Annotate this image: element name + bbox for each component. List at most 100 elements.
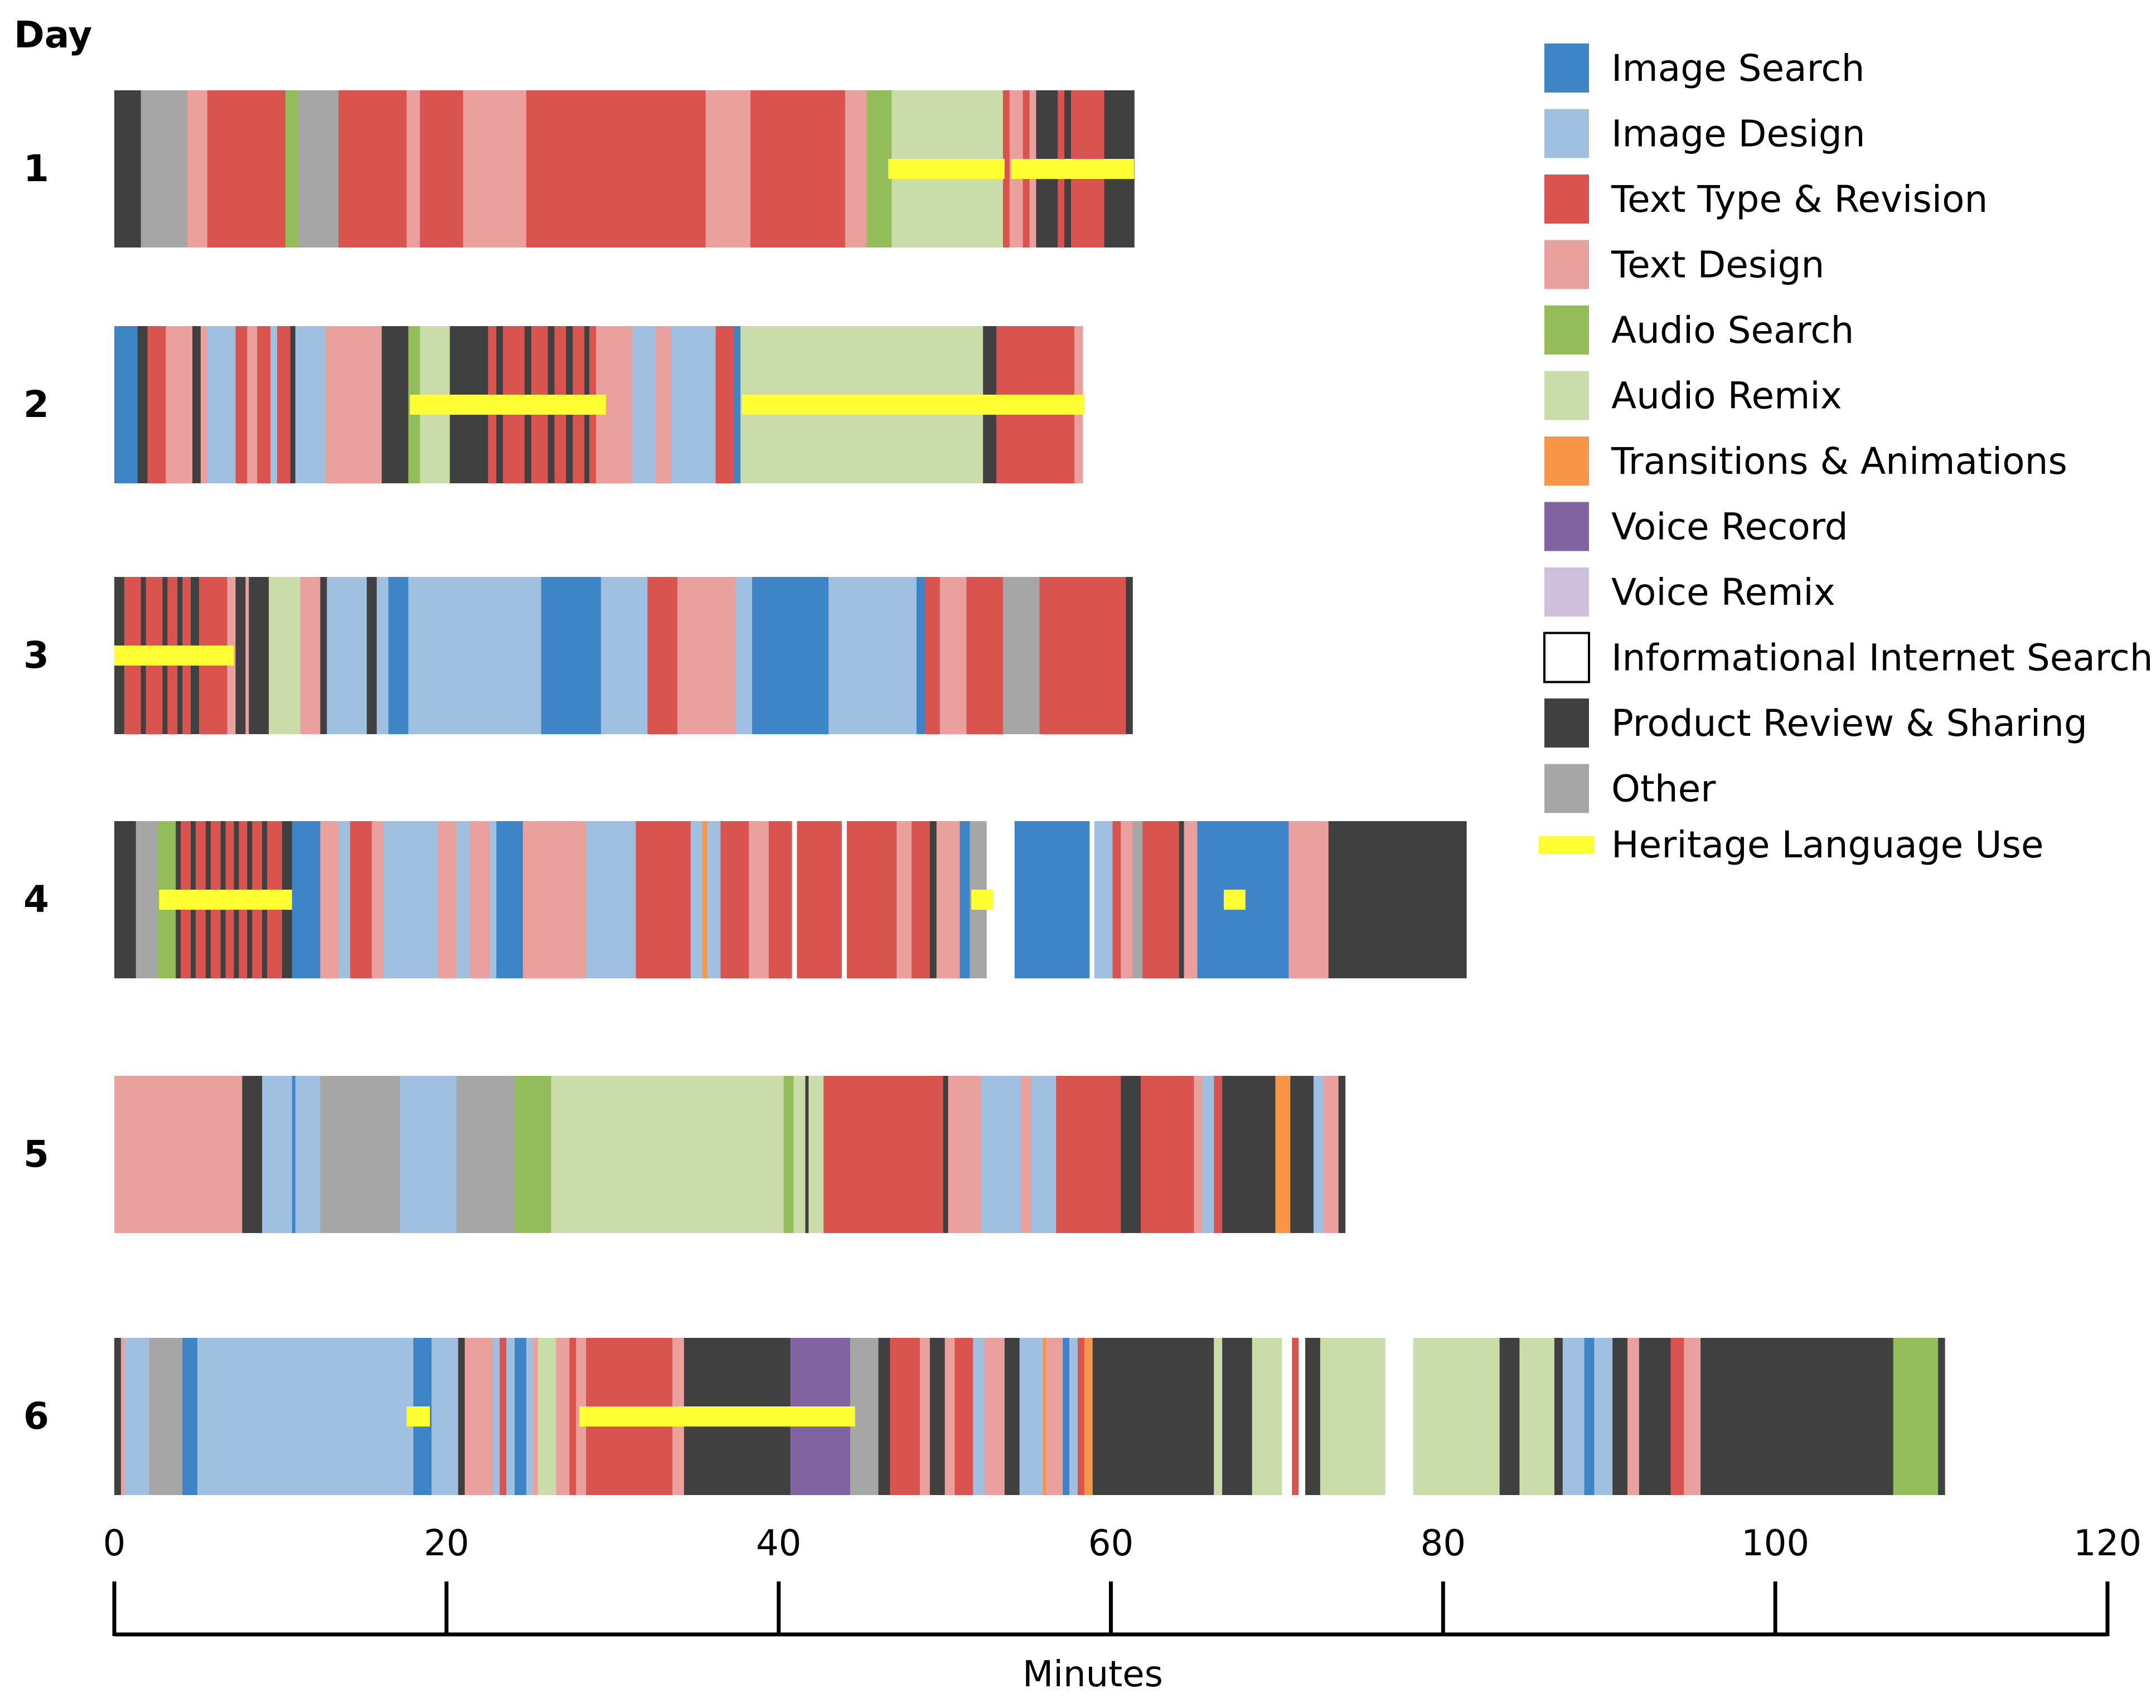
heritage-language-marker: [971, 890, 993, 910]
activity-segment: [689, 326, 716, 483]
activity-segment: [929, 1338, 946, 1495]
activity-segment: [797, 821, 842, 978]
activity-segment: [1141, 1076, 1195, 1233]
x-tick-label: 120: [2073, 1523, 2142, 1564]
legend-item: Informational Internet Search: [1543, 632, 2153, 683]
activity-segment: [1700, 1338, 1708, 1495]
legend-item: Text Design: [1544, 240, 1824, 289]
activity-segment: [586, 821, 637, 978]
activity-segment: [981, 1076, 1022, 1233]
activity-segment: [1121, 821, 1133, 978]
activity-segment: [1077, 1338, 1085, 1495]
activity-segment: [1069, 1338, 1078, 1495]
activity-segment: [805, 1076, 809, 1233]
legend-item-heritage: Heritage Language Use: [1539, 823, 2044, 866]
activity-segment: [338, 821, 351, 978]
activity-segment: [249, 577, 269, 734]
legend-item: Audio Search: [1544, 305, 1854, 355]
activity-segment: [1126, 577, 1133, 734]
day-row: 4: [23, 821, 1467, 978]
activity-segment: [192, 326, 201, 483]
activity-segment: [841, 821, 847, 978]
activity-segment: [1594, 1338, 1613, 1495]
legend-item: Audio Remix: [1544, 371, 1842, 420]
activity-segment: [532, 1338, 539, 1495]
activity-segment: [1194, 1076, 1203, 1233]
activity-segment: [325, 326, 382, 483]
x-axis: 0 20 40 60 80 100 120: [103, 1523, 2142, 1637]
activity-segment: [720, 821, 749, 978]
activity-segment: [1292, 1338, 1299, 1495]
legend-item: Image Search: [1544, 43, 1864, 93]
activity-segment: [1684, 1338, 1701, 1495]
day-row: 1: [23, 90, 1135, 248]
activity-segment: [182, 1338, 198, 1495]
heritage-language-marker: [1224, 890, 1246, 910]
activity-segment: [1639, 1338, 1671, 1495]
activity-segment: [1002, 577, 1040, 734]
activity-segment: [845, 90, 868, 248]
activity-segment: [327, 577, 367, 734]
activity-segment: [187, 90, 208, 248]
activity-segment: [514, 1076, 552, 1233]
activity-segment: [1132, 821, 1143, 978]
activity-segment: [438, 821, 457, 978]
day-label: 6: [23, 1395, 49, 1438]
activity-segment: [388, 577, 409, 734]
activity-segment: [955, 1338, 973, 1495]
activity-segment: [1222, 1076, 1276, 1233]
legend-item: Text Type & Revision: [1544, 174, 1988, 224]
activity-segment: [1584, 1338, 1595, 1495]
activity-segment: [277, 326, 291, 483]
activity-segment: [124, 1338, 150, 1495]
activity-segment: [1275, 1076, 1291, 1233]
activity-segment: [376, 577, 389, 734]
activity-segment: [1002, 90, 1010, 248]
activity-segment: [808, 1076, 824, 1233]
legend-item: Product Review & Sharing: [1544, 698, 2087, 748]
activity-segment: [456, 1076, 515, 1233]
legend-swatch: [1539, 836, 1595, 854]
activity-segment: [750, 90, 846, 248]
activity-segment: [1021, 1076, 1032, 1233]
activity-segment: [936, 821, 960, 978]
activity-segment: [245, 577, 249, 734]
day-label: 4: [23, 878, 49, 921]
heritage-language-bar: [742, 395, 1084, 415]
x-tick-label: 0: [103, 1523, 126, 1564]
legend-swatch: [1544, 764, 1589, 813]
legend-swatch: [1544, 371, 1589, 420]
activity-segment: [320, 1076, 401, 1233]
activity-segment: [735, 577, 753, 734]
activity-segment: [114, 1076, 243, 1233]
activity-segment: [677, 577, 736, 734]
activity-segment: [1519, 1338, 1555, 1495]
activity-segment: [1282, 1338, 1292, 1495]
activity-segment: [1214, 1338, 1223, 1495]
activity-segment: [300, 577, 321, 734]
activity-segment: [1290, 1076, 1314, 1233]
day-label: 1: [23, 147, 49, 190]
activity-segment: [1112, 821, 1121, 978]
activity-segment: [197, 1338, 414, 1495]
activity-segment: [632, 326, 656, 483]
activity-segment: [408, 577, 542, 734]
activity-segment: [506, 1338, 515, 1495]
activity-segment: [1707, 1338, 1894, 1495]
activity-segment: [469, 821, 490, 978]
activity-segment: [541, 577, 602, 734]
activity-segment: [966, 577, 1004, 734]
x-tick-label: 100: [1741, 1523, 1809, 1564]
heritage-language-bar: [114, 646, 234, 666]
activity-segment: [257, 326, 271, 483]
day-row: 3: [23, 577, 1133, 734]
activity-segment: [285, 90, 299, 248]
activity-segment: [366, 577, 377, 734]
activity-segment: [1121, 1076, 1141, 1233]
activity-segment: [943, 1076, 949, 1233]
activity-segment: [458, 1338, 466, 1495]
heritage-language-bar: [410, 395, 606, 415]
legend-item: Image Design: [1544, 109, 1866, 158]
activity-segment: [752, 577, 829, 734]
